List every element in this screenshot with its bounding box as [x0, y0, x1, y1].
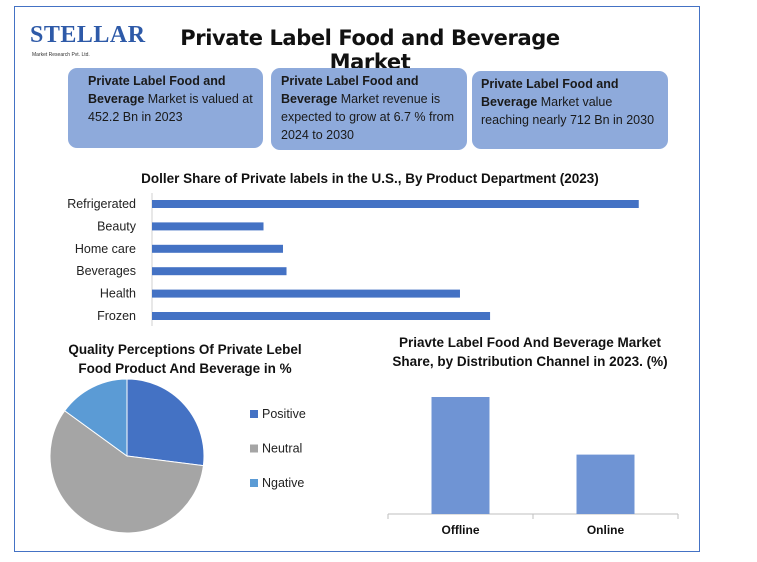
bar-beverages — [152, 267, 287, 276]
logo-subtitle: Market Research Pvt. Ltd. — [32, 52, 90, 58]
stellar-logo: STELLAR Market Research Pvt. Ltd. — [30, 20, 145, 62]
info-card-market-value: Private Label Food and Beverage Market i… — [68, 68, 263, 148]
legend-swatch-neutral — [250, 444, 258, 453]
bar-category-label: Beverages — [76, 264, 136, 278]
bar-category-label: Frozen — [97, 309, 136, 323]
bar-category-label: Health — [100, 287, 136, 301]
info-card-bold: Private Label Food and Beverage — [88, 74, 226, 106]
pie-slice-ngative — [64, 378, 128, 457]
bar-category-label: Home care — [75, 242, 136, 256]
bar-beauty — [152, 222, 264, 231]
legend-swatch-positive — [250, 410, 258, 418]
bar-frozen — [152, 312, 491, 320]
bar-category-label: Beauty — [97, 219, 137, 233]
legend-label-positive: Positive — [262, 407, 306, 421]
column-offline — [431, 397, 490, 514]
info-card-growth: Private Label Food and Beverage Market r… — [271, 68, 467, 150]
legend-swatch-ngative — [250, 479, 258, 487]
column-category-label: Offline — [442, 523, 480, 537]
pie-slice-neutral — [49, 410, 204, 534]
bar-refrigerated — [152, 200, 639, 208]
column-category-label: Online — [587, 523, 625, 537]
bar-category-label: Refrigerated — [67, 197, 136, 211]
pie-slice-positive — [126, 378, 205, 467]
info-card-bold: Private Label Food and Beverage — [481, 77, 619, 109]
legend-label-neutral: Neutral — [262, 442, 302, 456]
info-card-text: Market is valued at 452.2 Bn in 2023 — [88, 92, 253, 124]
column-chart-title: Priavte Label Food And Beverage Market S… — [392, 335, 668, 369]
bar-chart-title: Doller Share of Private labels in the U.… — [141, 171, 599, 186]
logo-text: STELLAR — [30, 22, 146, 48]
info-card-bold: Private Label Food and Beverage — [281, 74, 419, 106]
bar-home-care — [152, 244, 283, 253]
info-card-text: Market value reaching nearly 712 Bn in 2… — [481, 95, 655, 127]
info-card-text: Market revenue is expected to grow at 6.… — [281, 92, 455, 142]
pie-chart-title: Quality Perceptions Of Private Lebel Foo… — [68, 342, 302, 376]
info-card-forecast: Private Label Food and Beverage Market v… — [472, 71, 668, 149]
legend-label-ngative: Ngative — [262, 476, 304, 490]
column-online — [576, 454, 635, 514]
bar-health — [152, 289, 460, 298]
